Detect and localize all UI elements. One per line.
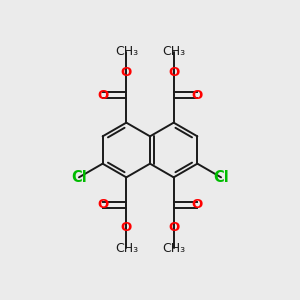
Text: CH₃: CH₃: [162, 45, 185, 58]
Text: O: O: [191, 89, 203, 102]
Text: CH₃: CH₃: [115, 45, 138, 58]
Text: Cl: Cl: [213, 170, 229, 185]
Text: O: O: [98, 198, 109, 211]
Text: O: O: [121, 221, 132, 234]
Text: CH₃: CH₃: [115, 242, 138, 255]
Text: Cl: Cl: [71, 170, 87, 185]
Text: CH₃: CH₃: [162, 242, 185, 255]
Text: O: O: [121, 66, 132, 79]
Text: O: O: [168, 221, 179, 234]
Text: O: O: [191, 198, 203, 211]
Text: O: O: [168, 66, 179, 79]
Text: O: O: [98, 89, 109, 102]
